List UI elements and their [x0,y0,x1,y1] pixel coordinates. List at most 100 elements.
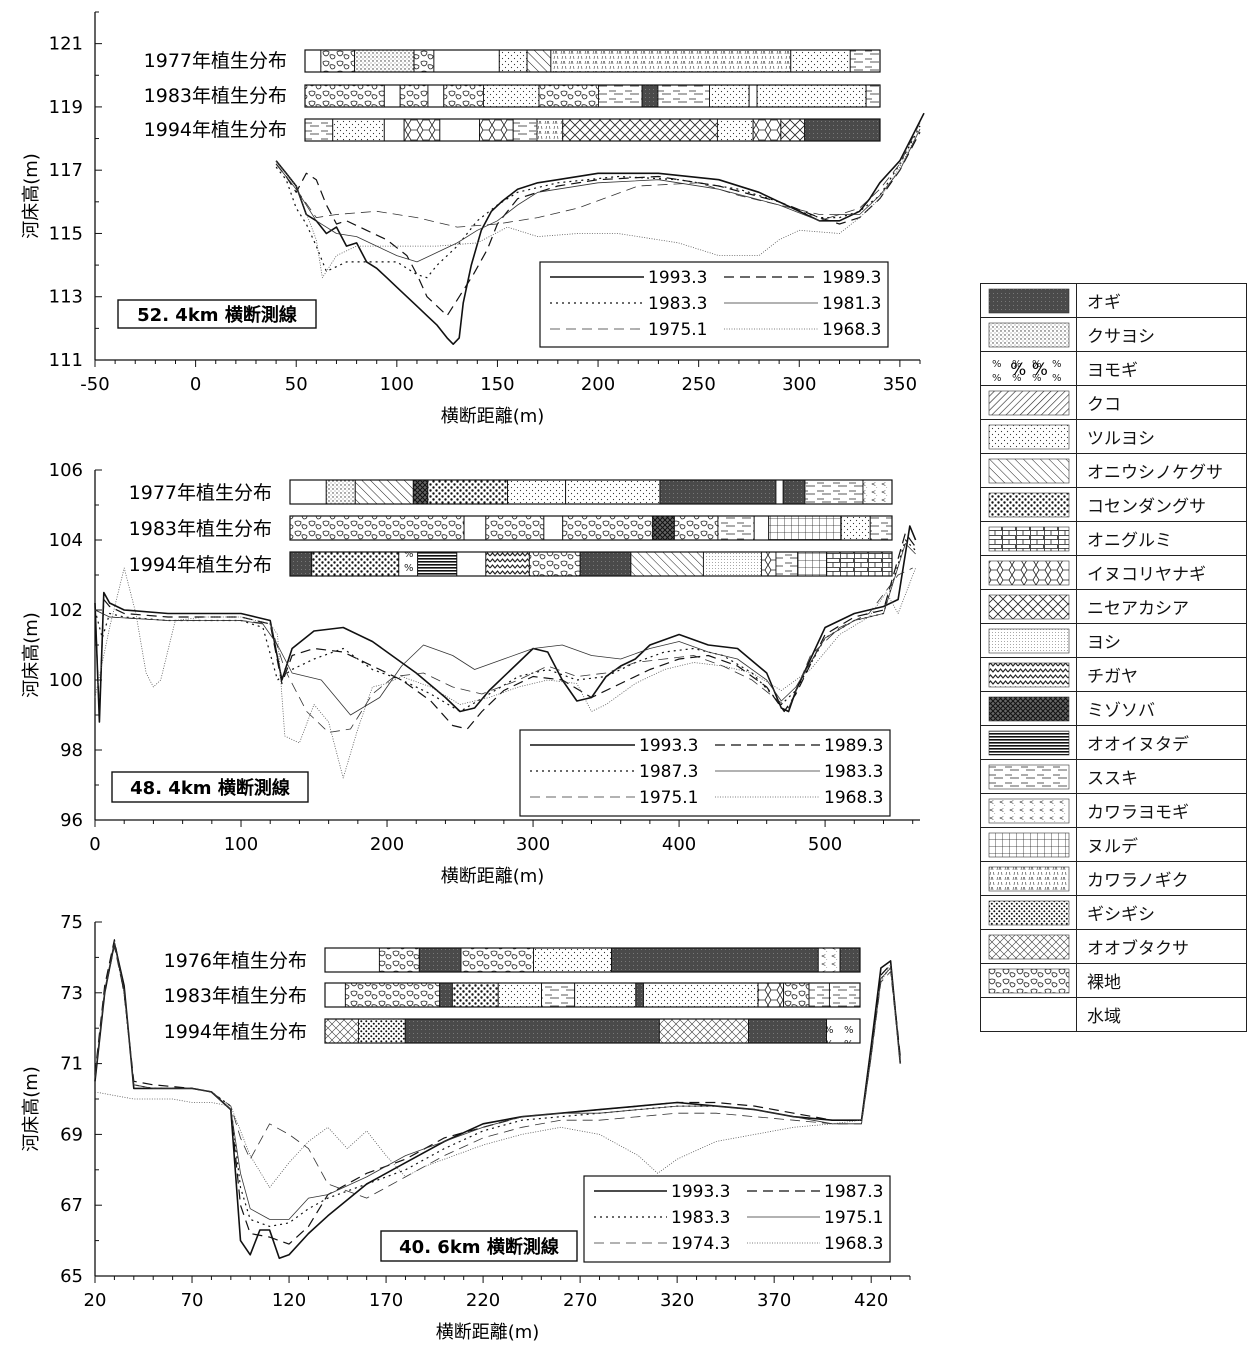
legend-row-okigi: オギ [981,284,1246,318]
vegetation-row: 1977年植生分布 [144,49,881,73]
legend-label: 1975.1 [648,320,707,340]
series-line-1968.3 [94,964,901,1188]
legend-row-kosendangusa: コセンダングサ [981,488,1246,522]
legend-swatch: % % [981,352,1077,385]
legend-label: 1981.3 [822,294,881,314]
vegetation-segment-tsuruyoshi [574,982,637,1008]
y-tick-label: 71 [60,1054,83,1075]
series-line-1989.3 [94,532,917,730]
legend-label: 1983.3 [824,762,883,782]
vegetation-segment-ooinutade [417,551,458,577]
vegetation-segment-kawarayomogi [817,947,841,973]
legend-label: 1968.3 [822,320,881,340]
legend-swatch [981,488,1077,521]
legend-label: 1968.3 [824,1234,883,1254]
vegetation-segment-inukoriyanagi [403,118,441,142]
vegetation-row-frame [324,1018,861,1044]
x-axis-label: 横断距離(m) [441,866,545,887]
legend-swatch [981,658,1077,691]
legend-label: 水域 [1087,1007,1121,1027]
legend-label: 1987.3 [639,762,698,782]
x-tick-label: 100 [224,834,258,855]
legend-label: 1989.3 [824,736,883,756]
y-tick-label: 117 [49,160,83,181]
chart-1: 0 100 200 300 400 500 96 98 100 102 104 106 横断距離(m) 河… [21,460,920,887]
vegetation-row: 1983年植生分布 [144,84,881,108]
vegetation-segment-kawaranogiku [550,49,792,73]
vegetation-segment-susuki [804,479,864,505]
vegetation-row-frame [324,982,861,1008]
y-axis-label: 河床高(m) [21,153,42,239]
y-tick-label: 73 [60,983,83,1004]
vegetation-segment-susuki [849,49,881,73]
vegetation-segment-oniushinokegusa [354,479,414,505]
vegetation-segment-susuki [775,551,799,577]
x-tick-label: 420 [854,1290,888,1311]
x-tick-label: 370 [757,1290,791,1311]
legend-row-niseakashia: ニセアカシア [981,590,1246,624]
x-tick-label: 200 [370,834,404,855]
vegetation-segment-chigaya [485,551,530,577]
x-tick-label: 350 [883,374,917,395]
vegetation-segment-rachi [344,982,441,1008]
legend-label: 1983.3 [648,294,707,314]
series-line-1993.3 [275,112,925,346]
vegetation-segment-suiiki [324,982,346,1008]
vegetation-segment-tsuruyoshi [497,982,542,1008]
x-tick-label: 120 [272,1290,306,1311]
legend-label: ギシギシ [1087,905,1155,925]
legend-row-oobutakusa: オオブタクサ [981,930,1246,964]
vegetation-row-label: 1983年植生分布 [129,518,272,540]
legend-label: ニセアカシア [1087,599,1189,619]
x-tick-label: 220 [466,1290,500,1311]
legend-row-kusayoshi: クサヨシ [981,318,1246,352]
legend-swatch [981,556,1077,589]
legend-row-yomogi: % % ヨモギ [981,352,1246,386]
vegetation-segment-mizosoba [412,479,429,505]
series-line-1983.3 [275,125,921,279]
section-label: 52. 4km 横断測線 [137,304,297,326]
x-tick-label: 400 [662,834,696,855]
legend-row-tsuruyoshi: ツルヨシ [981,420,1246,454]
vegetation-segment-onigurumi [826,551,893,577]
x-axis-label: 横断距離(m) [441,406,545,427]
series-line-1987.3 [94,939,901,1245]
legend-swatch [981,998,1077,1031]
legend-swatch [981,386,1077,419]
x-tick-label: 250 [681,374,715,395]
vegetation-segment-kusayoshi [354,49,415,73]
legend-label: 1975.1 [824,1208,883,1228]
x-tick-label: 270 [563,1290,597,1311]
legend-swatch [981,726,1077,759]
vegetation-segment-suiiki [427,84,445,108]
vegetation-segment-oniushinokegusa [526,49,552,73]
legend-row-gishigishi: ギシギシ [981,896,1246,930]
legend-label: クコ [1087,395,1121,415]
legend-label: ヨシ [1087,633,1121,653]
vegetation-segment-yoshi [702,551,762,577]
vegetation-segment-rachi [673,515,719,541]
vegetation-row-frame [304,84,881,108]
legend-symbol: % % [1010,360,1048,380]
vegetation-row-frame [304,118,881,142]
y-tick-label: 104 [49,530,83,551]
vegetation-segment-oobutakusa [658,1018,749,1044]
legend-label: オオブタクサ [1087,939,1189,959]
vegetation-segment-susuki [304,118,334,142]
vegetation-segment-suiiki [383,118,405,142]
x-tick-label: 300 [516,834,550,855]
y-tick-label: 69 [60,1124,83,1145]
vegetation-segment-rachi [562,515,654,541]
vegetation-segment-susuki [657,84,710,108]
vegetation-segment-tsuruyoshi [507,479,567,505]
legend-swatch [981,284,1077,317]
vegetation-segment-suiiki [456,551,487,577]
legend-label: 1968.3 [824,788,883,808]
legend-swatch [981,930,1077,963]
vegetation-segment-tsuruyoshi [716,118,754,142]
legend-row-kuko: クコ [981,386,1246,420]
vegetation-segment-nurude [768,515,842,541]
vegetation-segment-suiiki [324,947,380,973]
vegetation-segment-tsuruyoshi [482,84,540,108]
legend-row-inukoriyanagi: イヌコリヤナギ [981,556,1246,590]
